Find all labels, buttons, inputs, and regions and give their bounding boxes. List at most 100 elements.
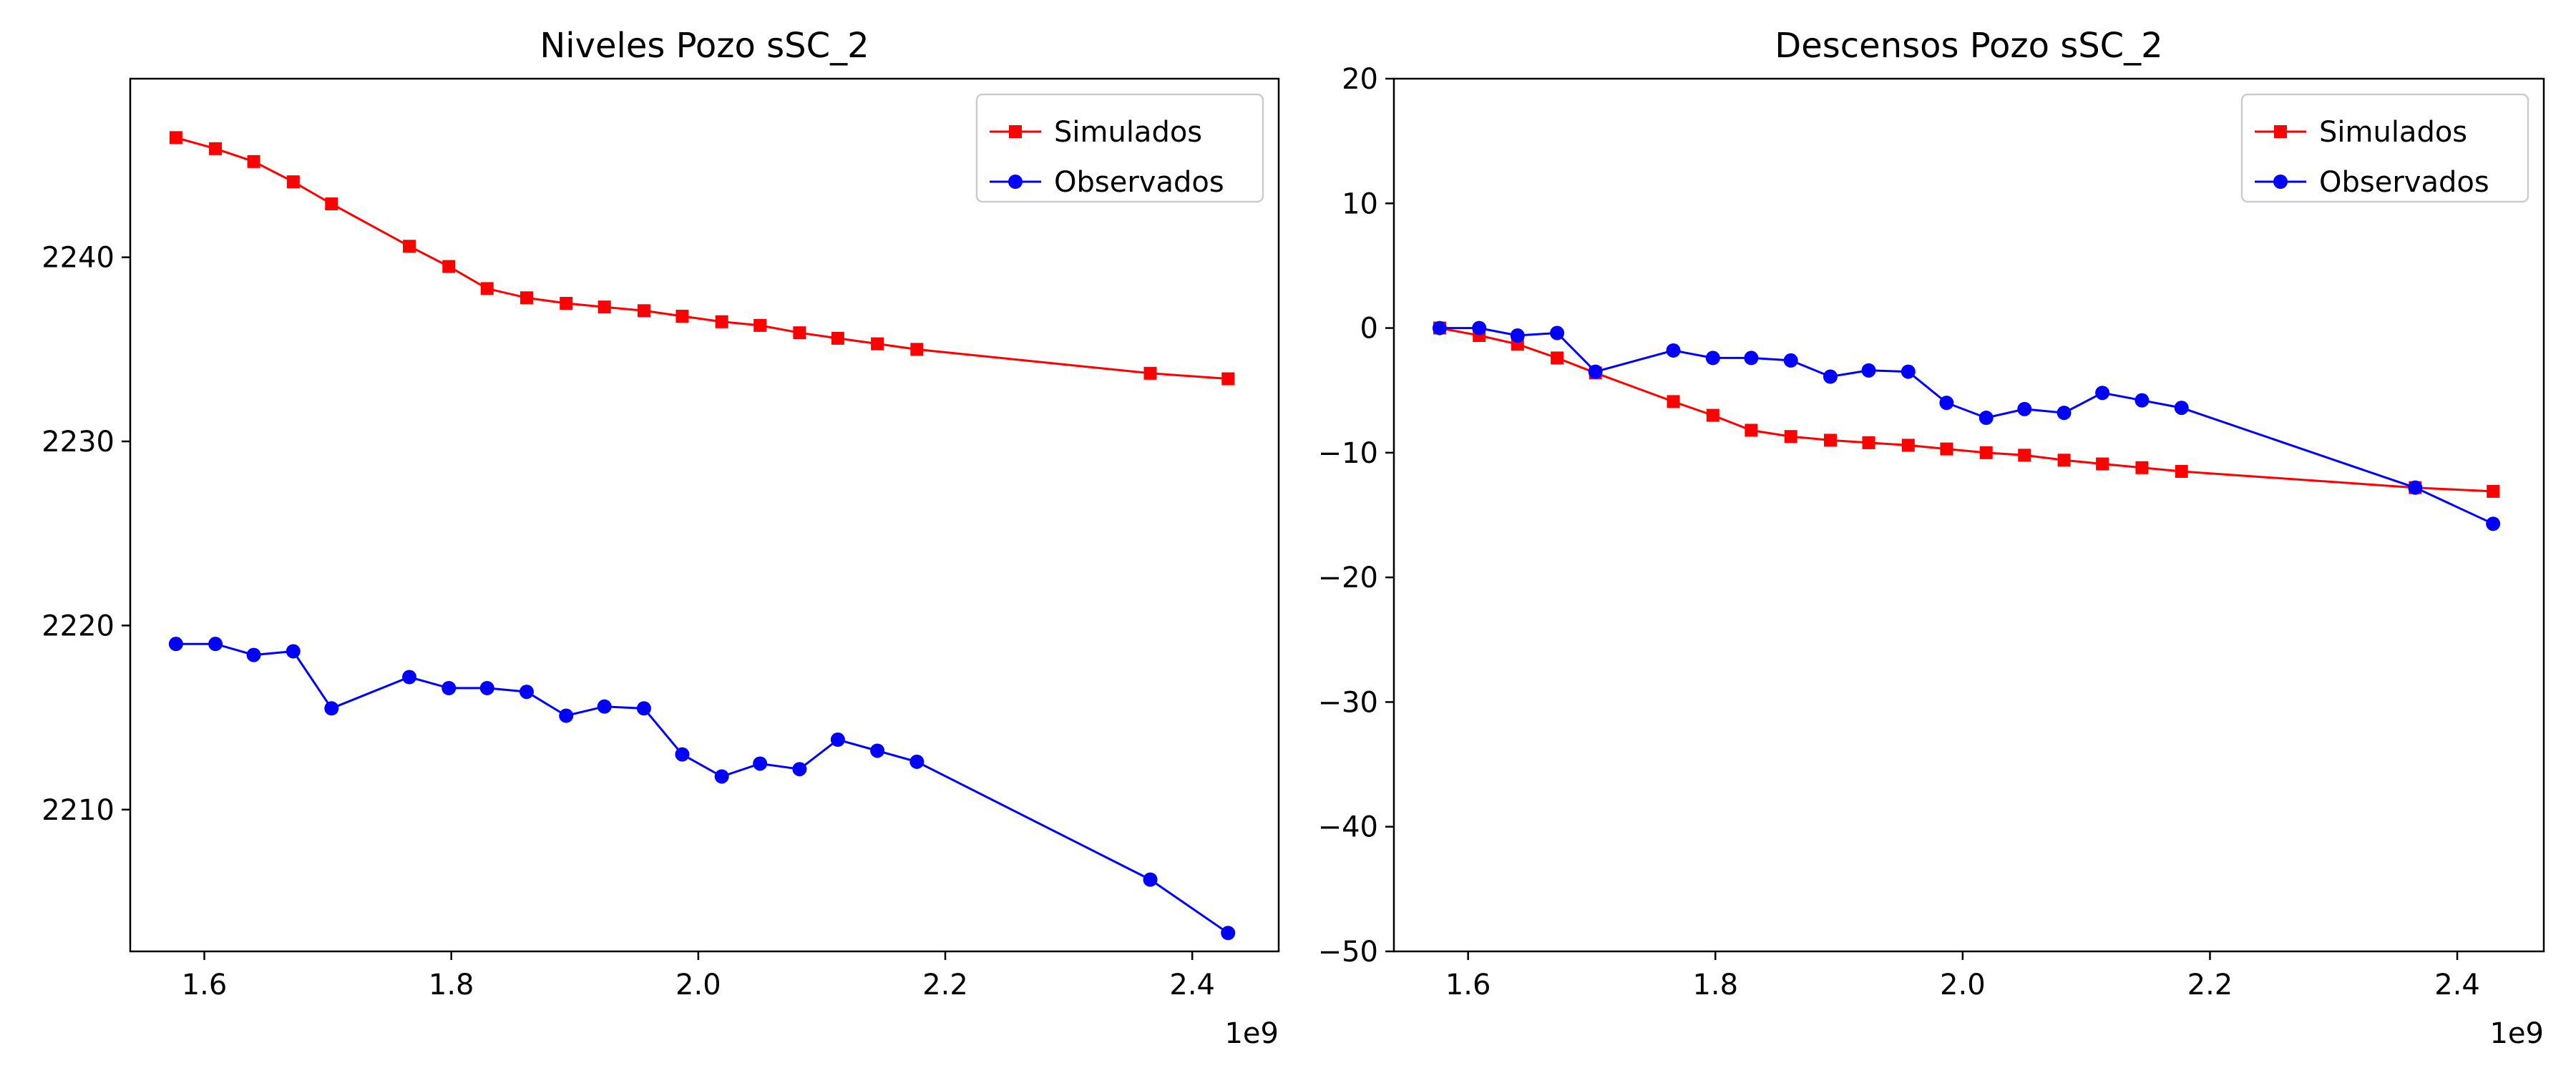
x-tick-label: 2.0 (675, 969, 721, 1001)
data-point-simulados (2487, 484, 2500, 498)
y-tick-label: 2240 (42, 242, 114, 275)
data-point-simulados (1862, 436, 1875, 449)
data-point-simulados (1745, 423, 1758, 437)
data-point-simulados (715, 315, 728, 328)
data-point-observados (1979, 411, 1994, 426)
y-tick-label: 0 (1360, 313, 1378, 346)
data-point-observados (286, 644, 301, 659)
legend-label-simulados: Simulados (1054, 116, 1202, 149)
y-tick-label: −30 (1318, 686, 1378, 719)
y-tick-label: −20 (1318, 562, 1378, 594)
data-point-observados (1939, 396, 1954, 411)
data-point-observados (1861, 363, 1876, 378)
x-tick-label: 2.2 (922, 969, 968, 1001)
data-point-observados (1901, 364, 1916, 379)
data-point-observados (1588, 364, 1603, 379)
chart-panel-niveles: Niveles Pozo sSC_2 1.6 1.8 2.0 2.2 2.4 1e9 2210… (42, 26, 1280, 1050)
data-point-simulados (1784, 430, 1797, 444)
x-tick-label: 2.2 (2187, 969, 2233, 1001)
y-tick-label: 2220 (42, 609, 114, 642)
data-point-simulados (1667, 395, 1680, 408)
data-point-simulados (831, 331, 844, 345)
data-point-simulados (597, 300, 611, 314)
legend-frame (975, 93, 1264, 203)
data-point-simulados (442, 260, 456, 273)
data-point-observados (1783, 353, 1798, 368)
data-point-simulados (560, 297, 573, 310)
y-tick-label: 2230 (42, 426, 114, 459)
legend-label-observados: Observados (1054, 166, 1224, 199)
data-point-observados (792, 762, 807, 777)
y-tick-label: −10 (1318, 437, 1378, 470)
data-point-observados (597, 699, 612, 714)
data-point-observados (559, 708, 574, 723)
x-tick-label: 1.8 (1692, 969, 1738, 1001)
chart-legend: Simulados Observados (975, 93, 1264, 203)
data-point-observados (479, 680, 494, 695)
data-point-simulados (1221, 372, 1235, 386)
data-point-observados (519, 685, 534, 700)
data-point-simulados (1823, 433, 1837, 447)
data-point-observados (1666, 343, 1681, 358)
data-point-simulados (871, 337, 884, 351)
data-point-observados (1432, 320, 1447, 335)
data-point-observados (208, 637, 223, 652)
data-point-observados (324, 701, 339, 716)
data-point-observados (1221, 926, 1236, 941)
data-point-simulados (519, 291, 533, 305)
x-tick-label: 1.6 (182, 969, 228, 1001)
x-tick-label: 2.4 (2434, 969, 2480, 1001)
data-point-observados (870, 743, 885, 758)
x-tick-label: 1.6 (1445, 969, 1491, 1001)
data-point-simulados (753, 318, 767, 332)
data-point-observados (1823, 369, 1838, 384)
plot-area-frame (1392, 77, 2545, 953)
data-point-observados (909, 754, 924, 769)
legend-label-simulados: Simulados (2319, 116, 2467, 149)
data-point-simulados (286, 175, 300, 189)
chart-legend: Simulados Observados (2240, 93, 2529, 203)
x-axis-offset-label: 1e9 (2489, 1017, 2544, 1050)
data-point-observados (2017, 401, 2032, 416)
data-point-observados (2057, 406, 2072, 421)
data-point-observados (1143, 872, 1158, 887)
legend-marker-observados (1008, 175, 1023, 189)
plot-area-frame (129, 77, 1280, 953)
x-tick-label: 2.4 (1169, 969, 1215, 1001)
x-tick-label: 1.8 (429, 969, 474, 1001)
data-point-simulados (2057, 454, 2071, 467)
series-line-observados (1439, 327, 2494, 525)
data-point-simulados (2096, 457, 2109, 471)
legend-marker-observados (2273, 175, 2288, 189)
x-axis-offset-label: 1e9 (1224, 1017, 1279, 1050)
data-point-observados (246, 647, 261, 662)
data-point-observados (1705, 351, 1720, 366)
data-point-simulados (403, 240, 416, 253)
data-point-simulados (1706, 408, 1719, 422)
data-point-observados (1510, 328, 1525, 343)
data-point-simulados (2018, 449, 2031, 462)
legend-marker-simulados (2274, 125, 2287, 138)
data-point-observados (2408, 480, 2423, 495)
chart-panel-descensos: Descensos Pozo sSC_2 1.6 1.8 2.0 2.2 2.4 1e9 −5… (1318, 26, 2545, 1050)
data-point-observados (1744, 351, 1759, 366)
data-point-observados (675, 747, 690, 762)
data-point-observados (441, 680, 457, 695)
data-point-simulados (1901, 438, 1915, 452)
legend-label-observados: Observados (2319, 166, 2489, 199)
data-point-simulados (325, 197, 338, 211)
legend-frame (2240, 93, 2529, 203)
data-point-observados (402, 670, 417, 685)
data-point-simulados (209, 142, 223, 155)
data-point-observados (168, 637, 183, 652)
data-point-simulados (247, 155, 260, 168)
chart-title: Descensos Pozo sSC_2 (1775, 26, 2162, 66)
data-point-simulados (675, 310, 689, 323)
data-point-observados (636, 701, 651, 716)
data-point-simulados (169, 131, 182, 144)
y-tick-label: −50 (1318, 936, 1378, 969)
data-point-simulados (1979, 446, 1993, 459)
x-tick-label: 2.0 (1940, 969, 1986, 1001)
y-tick-label: 20 (1342, 63, 1378, 96)
